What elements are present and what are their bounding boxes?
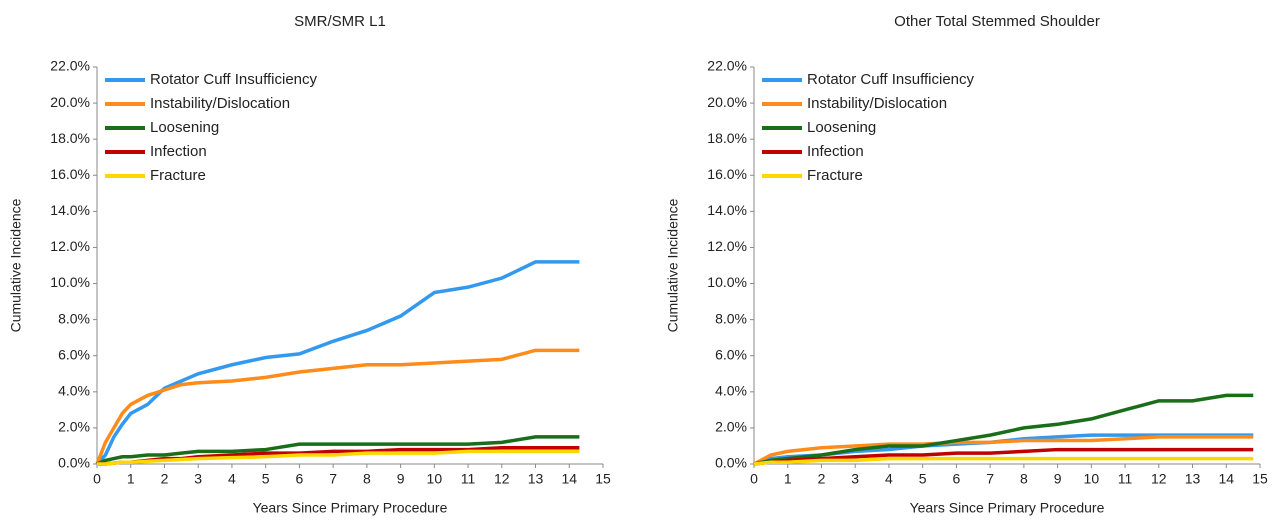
legend-label: Loosening <box>150 119 219 136</box>
y-tick-label: 20.0% <box>707 94 747 110</box>
y-tick-label: 22.0% <box>707 58 747 74</box>
x-tick-label: 7 <box>986 471 994 487</box>
y-tick-label: 8.0% <box>58 310 90 326</box>
legend-label: Fracture <box>150 167 206 184</box>
x-tick-label: 8 <box>1020 471 1028 487</box>
y-tick-label: 6.0% <box>58 346 90 362</box>
x-tick-label: 14 <box>561 471 577 487</box>
x-tick-label: 6 <box>953 471 961 487</box>
x-tick-label: 0 <box>750 471 758 487</box>
series-line <box>753 456 1254 466</box>
y-tick-label: 10.0% <box>707 274 747 290</box>
x-tick-label: 9 <box>397 471 405 487</box>
y-tick-label: 12.0% <box>707 238 747 254</box>
x-axis-title: Years Since Primary Procedure <box>910 500 1105 516</box>
chart-title: SMR/SMR L1 <box>294 13 386 30</box>
legend-label: Instability/Dislocation <box>807 95 947 112</box>
series-line <box>753 435 1254 466</box>
x-tick-label: 1 <box>127 471 135 487</box>
x-tick-label: 12 <box>1151 471 1167 487</box>
x-tick-label: 3 <box>851 471 859 487</box>
x-tick-label: 14 <box>1218 471 1234 487</box>
x-tick-label: 3 <box>194 471 202 487</box>
x-tick-label: 10 <box>1084 471 1100 487</box>
legend-label: Infection <box>807 143 864 160</box>
y-tick-label: 6.0% <box>715 346 747 362</box>
y-tick-label: 14.0% <box>50 202 90 218</box>
legend-label: Rotator Cuff Insufficiency <box>807 71 975 88</box>
x-tick-label: 11 <box>461 471 476 487</box>
x-tick-label: 1 <box>784 471 792 487</box>
x-tick-label: 2 <box>818 471 826 487</box>
x-tick-label: 8 <box>363 471 371 487</box>
y-tick-label: 10.0% <box>50 274 90 290</box>
x-tick-label: 15 <box>595 471 611 487</box>
x-tick-label: 13 <box>528 471 544 487</box>
y-tick-label: 2.0% <box>715 419 747 435</box>
x-tick-label: 5 <box>919 471 927 487</box>
y-tick-label: 18.0% <box>50 130 90 146</box>
y-tick-label: 0.0% <box>58 455 90 471</box>
x-tick-label: 0 <box>93 471 101 487</box>
x-tick-label: 15 <box>1252 471 1268 487</box>
x-tick-label: 6 <box>296 471 304 487</box>
y-tick-label: 0.0% <box>715 455 747 471</box>
x-tick-label: 2 <box>161 471 169 487</box>
y-tick-label: 22.0% <box>50 58 90 74</box>
x-tick-label: 7 <box>329 471 337 487</box>
series-line <box>753 447 1254 466</box>
y-tick-label: 4.0% <box>715 383 747 399</box>
x-tick-label: 12 <box>494 471 510 487</box>
y-tick-label: 20.0% <box>50 94 90 110</box>
series-line <box>753 393 1254 466</box>
legend-label: Loosening <box>807 119 876 136</box>
chart-title: Other Total Stemmed Shoulder <box>894 13 1100 30</box>
x-tick-label: 4 <box>885 471 893 487</box>
series-line <box>97 449 580 466</box>
y-tick-label: 16.0% <box>707 166 747 182</box>
x-tick-label: 10 <box>427 471 443 487</box>
y-axis-title: Cumulative Incidence <box>665 198 681 332</box>
series-line <box>95 260 580 466</box>
legend-label: Fracture <box>807 167 863 184</box>
x-tick-label: 13 <box>1185 471 1201 487</box>
x-axis-title: Years Since Primary Procedure <box>253 500 448 516</box>
legend-label: Rotator Cuff Insufficiency <box>150 71 318 88</box>
legend-label: Instability/Dislocation <box>150 95 290 112</box>
y-tick-label: 16.0% <box>50 166 90 182</box>
y-tick-label: 4.0% <box>58 383 90 399</box>
series-line <box>96 435 580 466</box>
y-tick-label: 18.0% <box>707 130 747 146</box>
y-tick-label: 2.0% <box>58 419 90 435</box>
y-tick-label: 12.0% <box>50 238 90 254</box>
y-tick-label: 14.0% <box>707 202 747 218</box>
x-tick-label: 4 <box>228 471 236 487</box>
y-axis-title: Cumulative Incidence <box>8 198 24 332</box>
x-tick-label: 9 <box>1054 471 1062 487</box>
y-tick-label: 8.0% <box>715 310 747 326</box>
series-line <box>95 348 580 465</box>
legend-label: Infection <box>150 143 207 160</box>
x-tick-label: 5 <box>262 471 270 487</box>
x-tick-label: 11 <box>1118 471 1133 487</box>
